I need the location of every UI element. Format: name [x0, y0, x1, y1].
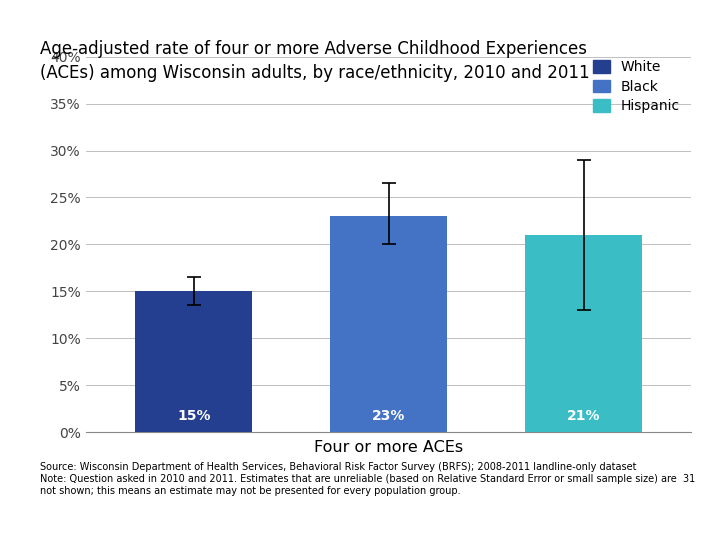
Text: 15%: 15% — [177, 409, 210, 423]
Text: Age-adjusted rate of four or more Adverse Childhood Experiences
(ACEs) among Wis: Age-adjusted rate of four or more Advers… — [40, 40, 589, 82]
Text: 23%: 23% — [372, 409, 405, 423]
X-axis label: Four or more ACEs: Four or more ACEs — [314, 440, 464, 455]
Bar — [330, 216, 447, 432]
Text: Source: Wisconsin Department of Health Services, Behavioral Risk Factor Survey (: Source: Wisconsin Department of Health S… — [40, 462, 695, 496]
Bar — [135, 291, 252, 432]
Text: 21%: 21% — [567, 409, 600, 423]
Text: BLACK POPULATION: BLACK POPULATION — [9, 10, 174, 25]
Bar — [526, 235, 642, 432]
Legend: White, Black, Hispanic: White, Black, Hispanic — [589, 56, 684, 118]
Text: Mental health: Mental health — [596, 10, 711, 25]
